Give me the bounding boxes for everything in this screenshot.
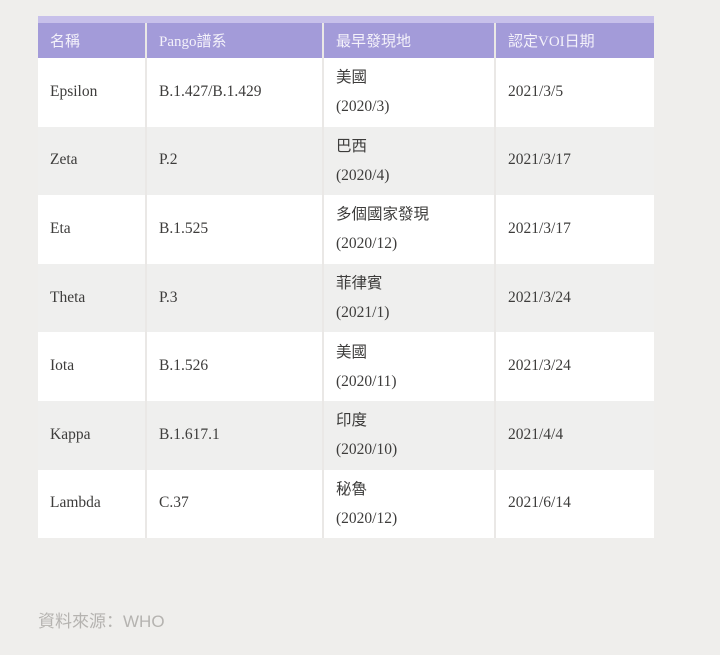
- table-body: Epsilon B.1.427/B.1.429 美國 (2020/3) 2021/3/5…: [38, 58, 654, 539]
- origin-place: 多個國家發現: [336, 206, 430, 224]
- cell-name: Kappa: [38, 400, 146, 470]
- voi-table-container: 名稱 Pango譜系 最早發現地 認定VOI日期 Epsilon B.1.427/…: [38, 16, 654, 539]
- origin-date: (2020/12): [336, 509, 398, 527]
- table-top-strip: [38, 16, 654, 23]
- cell-origin: 巴西 (2020/4): [322, 126, 495, 196]
- header-voi-date: 認定VOI日期: [494, 23, 654, 58]
- origin-date: (2020/4): [336, 166, 390, 184]
- table-header: 名稱 Pango譜系 最早發現地 認定VOI日期: [38, 23, 654, 58]
- table-row: Zeta P.2 巴西 (2020/4) 2021/3/17: [38, 126, 654, 196]
- header-row: 名稱 Pango譜系 最早發現地 認定VOI日期: [38, 23, 654, 58]
- origin-place: 菲律賓: [336, 275, 383, 293]
- origin-place: 秘魯: [336, 480, 368, 498]
- header-pango: Pango譜系: [145, 23, 323, 58]
- cell-name: Eta: [38, 195, 146, 264]
- origin-place: 印度: [336, 412, 368, 430]
- source-note: 資料來源：WHO: [38, 612, 165, 631]
- header-origin: 最早發現地: [322, 23, 495, 58]
- table-row: Epsilon B.1.427/B.1.429 美國 (2020/3) 2021/3/5: [38, 58, 654, 127]
- origin-date: (2020/12): [336, 235, 398, 253]
- origin-date: (2021/1): [336, 304, 390, 322]
- cell-pango: B.1.617.1: [145, 400, 323, 470]
- origin-date: (2020/10): [336, 441, 398, 459]
- cell-voi-date: 2021/6/14: [494, 469, 654, 539]
- table-row: Theta P.3 菲律賓 (2021/1) 2021/3/24: [38, 263, 654, 333]
- cell-pango: B.1.526: [145, 332, 323, 401]
- cell-pango: C.37: [145, 469, 323, 539]
- header-name: 名稱: [38, 23, 146, 58]
- origin-place: 巴西: [336, 137, 368, 155]
- cell-pango: B.1.525: [145, 195, 323, 264]
- cell-origin: 美國 (2020/3): [322, 58, 495, 127]
- cell-voi-date: 2021/4/4: [494, 400, 654, 470]
- cell-pango: B.1.427/B.1.429: [145, 58, 323, 127]
- table-row: Lambda C.37 秘魯 (2020/12) 2021/6/14: [38, 469, 654, 539]
- cell-name: Zeta: [38, 126, 146, 196]
- cell-pango: P.2: [145, 126, 323, 196]
- cell-name: Theta: [38, 263, 146, 333]
- cell-voi-date: 2021/3/5: [494, 58, 654, 127]
- table-row: Kappa B.1.617.1 印度 (2020/10) 2021/4/4: [38, 400, 654, 470]
- origin-place: 美國: [336, 343, 368, 361]
- table-row: Eta B.1.525 多個國家發現 (2020/12) 2021/3/17: [38, 195, 654, 264]
- cell-pango: P.3: [145, 263, 323, 333]
- cell-voi-date: 2021/3/17: [494, 126, 654, 196]
- cell-origin: 秘魯 (2020/12): [322, 469, 495, 539]
- origin-place: 美國: [336, 69, 368, 87]
- cell-origin: 印度 (2020/10): [322, 400, 495, 470]
- origin-date: (2020/11): [336, 372, 397, 390]
- cell-origin: 菲律賓 (2021/1): [322, 263, 495, 333]
- cell-voi-date: 2021/3/17: [494, 195, 654, 264]
- table-row: Iota B.1.526 美國 (2020/11) 2021/3/24: [38, 332, 654, 401]
- cell-origin: 多個國家發現 (2020/12): [322, 195, 495, 264]
- cell-name: Iota: [38, 332, 146, 401]
- cell-voi-date: 2021/3/24: [494, 263, 654, 333]
- origin-date: (2020/3): [336, 98, 390, 116]
- voi-table: 名稱 Pango譜系 最早發現地 認定VOI日期 Epsilon B.1.427/…: [38, 23, 654, 539]
- cell-name: Lambda: [38, 469, 146, 539]
- cell-voi-date: 2021/3/24: [494, 332, 654, 401]
- cell-origin: 美國 (2020/11): [322, 332, 495, 401]
- cell-name: Epsilon: [38, 58, 146, 127]
